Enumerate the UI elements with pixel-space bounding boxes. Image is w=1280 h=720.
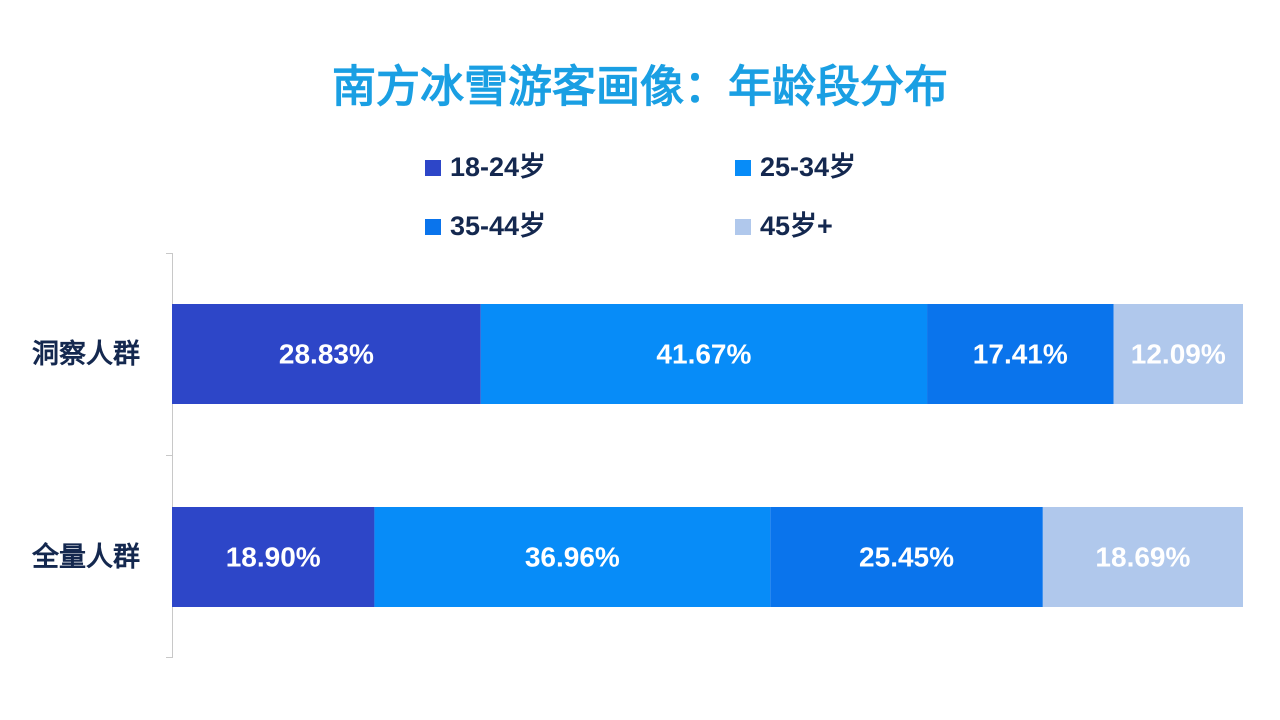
category-label: 洞察人群 (32, 338, 140, 369)
legend-swatch (735, 219, 751, 235)
bar-segment (172, 507, 375, 607)
chart-title: 南方冰雪游客画像：年龄段分布 (332, 63, 948, 112)
data-label: 18.90% (226, 541, 321, 572)
data-label: 17.41% (973, 338, 1068, 369)
bar-segment (770, 507, 1043, 607)
bar-segment (927, 304, 1114, 404)
legend-swatch (425, 160, 441, 176)
bar-segment (1113, 304, 1243, 404)
bar-segment (1042, 507, 1243, 607)
data-label: 28.83% (279, 338, 374, 369)
data-label: 18.69% (1095, 541, 1190, 572)
legend-label: 35-44岁 (450, 211, 546, 241)
legend-label: 25-34岁 (760, 152, 856, 182)
data-label: 25.45% (859, 541, 954, 572)
legend-label: 45岁+ (760, 211, 833, 241)
data-label: 41.67% (656, 338, 751, 369)
category-label: 全量人群 (31, 541, 140, 572)
legend-swatch (735, 160, 751, 176)
bar-segment (172, 304, 481, 404)
bar-segment (480, 304, 928, 404)
data-label: 36.96% (525, 541, 620, 572)
data-label: 12.09% (1131, 338, 1226, 369)
category-axis (166, 253, 173, 658)
legend-label: 18-24岁 (450, 152, 546, 182)
legend-swatch (425, 219, 441, 235)
bar-segment (374, 507, 771, 607)
